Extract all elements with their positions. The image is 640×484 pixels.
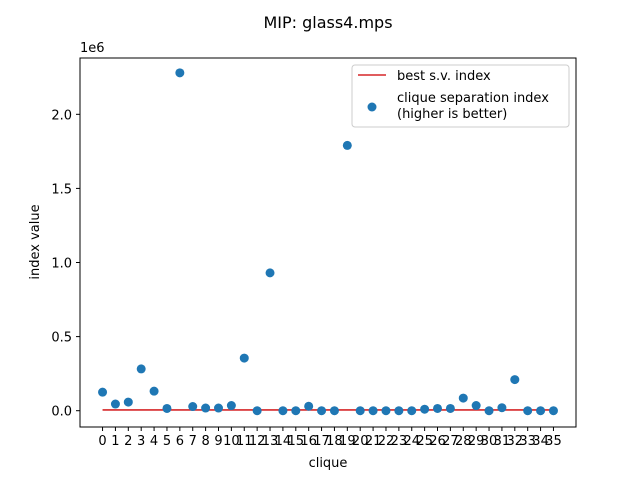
data-point — [394, 406, 404, 416]
x-tick-label: 27 — [442, 434, 459, 449]
data-point — [497, 403, 507, 413]
data-point — [548, 406, 558, 416]
x-tick-label: 6 — [176, 434, 184, 449]
x-tick-label: 7 — [189, 434, 197, 449]
legend-label-clique-line2: (higher is better) — [397, 107, 507, 122]
x-tick-label: 35 — [545, 434, 562, 449]
legend: best s.v. index clique separation index … — [351, 64, 570, 128]
x-tick-label: 23 — [391, 434, 408, 449]
data-point — [523, 406, 533, 416]
x-axis: 0 1 2 3 4 5 6 7 8 9 101112131415161718192021222324… — [98, 427, 562, 449]
data-point — [123, 397, 133, 407]
clique-separation-series — [98, 68, 558, 416]
x-tick-label: 12 — [249, 434, 266, 449]
x-tick-label: 9 — [214, 434, 222, 449]
x-tick-label: 21 — [365, 434, 382, 449]
data-point — [368, 406, 378, 416]
x-tick-label: 14 — [275, 434, 292, 449]
data-point — [213, 403, 223, 413]
x-tick-label: 2 — [124, 434, 132, 449]
x-tick-label: 28 — [455, 434, 472, 449]
x-tick-label: 1 — [111, 434, 119, 449]
x-tick-label: 11 — [236, 434, 253, 449]
data-point — [445, 403, 455, 413]
data-point — [484, 406, 494, 416]
x-tick-label: 33 — [519, 434, 536, 449]
x-tick-label: 5 — [163, 434, 171, 449]
legend-label-best-sv: best s.v. index — [397, 69, 491, 84]
data-point — [291, 406, 301, 416]
data-point — [355, 406, 365, 416]
data-point — [471, 401, 481, 411]
data-point — [420, 404, 430, 414]
data-point — [458, 393, 468, 403]
x-tick-label: 29 — [468, 434, 485, 449]
data-point — [149, 386, 159, 396]
data-point — [536, 406, 546, 416]
x-tick-label: 0 — [98, 434, 106, 449]
data-point — [510, 375, 520, 385]
chart-title: MIP: glass4.mps — [263, 13, 392, 32]
data-point — [304, 401, 314, 411]
data-point — [162, 403, 172, 413]
data-point — [98, 387, 108, 397]
x-tick-label: 32 — [507, 434, 524, 449]
x-tick-label: 3 — [137, 434, 145, 449]
x-tick-label: 22 — [378, 434, 395, 449]
data-point — [381, 406, 391, 416]
y-axis: 0.0 0.5 1.0 1.5 2.0 — [51, 108, 80, 420]
x-tick-label: 34 — [532, 434, 549, 449]
x-tick-label: 18 — [326, 434, 343, 449]
x-axis-label: clique — [309, 456, 348, 471]
x-tick-label: 24 — [403, 434, 420, 449]
x-tick-label: 26 — [429, 434, 446, 449]
legend-box — [351, 64, 570, 128]
data-point — [239, 353, 249, 363]
legend-label-clique-line1: clique separation index — [397, 91, 549, 106]
y-tick-label: 0.5 — [51, 331, 72, 346]
data-point — [342, 140, 352, 150]
y-tick-label: 2.0 — [51, 108, 72, 123]
legend-point-marker — [367, 102, 377, 112]
x-tick-label: 16 — [300, 434, 317, 449]
x-tick-label: 8 — [201, 434, 209, 449]
data-point — [226, 401, 236, 411]
x-tick-label: 17 — [313, 434, 330, 449]
x-tick-label: 30 — [481, 434, 498, 449]
data-point — [201, 403, 211, 413]
y-offset-label: 1e6 — [80, 41, 105, 56]
x-tick-label: 10 — [223, 434, 240, 449]
data-point — [433, 403, 443, 413]
data-point — [175, 68, 185, 78]
x-tick-label: 13 — [262, 434, 279, 449]
x-tick-label: 20 — [352, 434, 369, 449]
y-tick-label: 1.5 — [51, 182, 72, 197]
data-point — [136, 364, 146, 374]
data-point — [188, 402, 198, 412]
x-tick-label: 19 — [339, 434, 356, 449]
data-point — [329, 406, 339, 416]
x-tick-label: 25 — [416, 434, 433, 449]
data-point — [265, 268, 275, 278]
y-tick-label: 0.0 — [51, 405, 72, 420]
data-point — [317, 406, 327, 416]
x-tick-label: 4 — [150, 434, 158, 449]
data-point — [278, 406, 288, 416]
x-tick-label: 15 — [288, 434, 305, 449]
axes-frame — [79, 57, 577, 428]
data-point — [407, 406, 417, 416]
x-tick-label: 31 — [494, 434, 511, 449]
y-tick-label: 1.0 — [51, 257, 72, 272]
data-point — [110, 399, 120, 409]
data-point — [252, 406, 262, 416]
y-axis-label: index value — [28, 204, 43, 279]
plot-area — [79, 57, 577, 428]
